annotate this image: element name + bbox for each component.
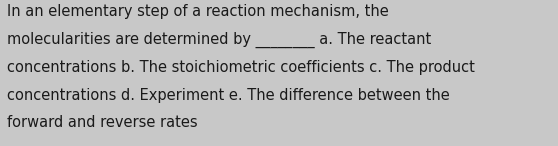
- Text: concentrations d. Experiment e. The difference between the: concentrations d. Experiment e. The diff…: [7, 88, 450, 103]
- Text: In an elementary step of a reaction mechanism, the: In an elementary step of a reaction mech…: [7, 4, 389, 19]
- Text: concentrations b. The stoichiometric coefficients c. The product: concentrations b. The stoichiometric coe…: [7, 60, 475, 75]
- Text: molecularities are determined by ________ a. The reactant: molecularities are determined by _______…: [7, 32, 431, 48]
- Text: forward and reverse rates: forward and reverse rates: [7, 115, 198, 130]
